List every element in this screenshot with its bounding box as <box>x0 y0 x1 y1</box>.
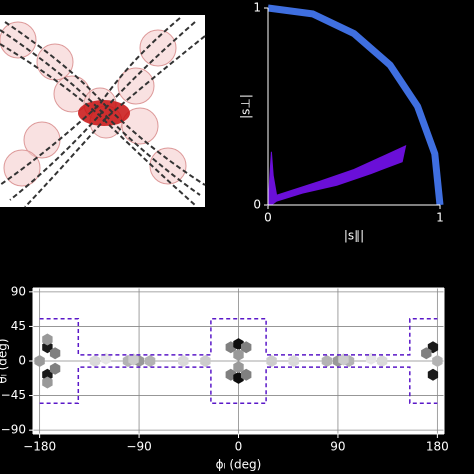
hex-cell <box>89 355 101 367</box>
y-tick-label: −90 <box>1 423 26 437</box>
hex-cell <box>42 333 53 346</box>
hex-cell <box>241 341 252 354</box>
hex-cell <box>178 355 189 367</box>
x-axis-label: |s∥| <box>344 229 364 243</box>
hex-cell <box>200 355 211 367</box>
y-tick-label: 0 <box>18 354 26 368</box>
hex-cell <box>42 368 53 381</box>
hex-cell <box>42 376 53 389</box>
hex-cell <box>288 355 299 367</box>
hex-cell <box>338 353 349 366</box>
x-tick-label: 1 <box>436 211 444 225</box>
hex-cell <box>365 352 377 365</box>
illustration <box>0 15 206 208</box>
line <box>267 4 444 206</box>
y-axis-label: |s⊥| <box>239 94 253 119</box>
hex-cell <box>241 368 252 381</box>
hex-cell <box>42 341 53 354</box>
y-tick-label: −45 <box>1 388 26 402</box>
hex-cell <box>266 355 277 367</box>
hex-cell <box>144 355 156 367</box>
hex-cell <box>49 362 61 375</box>
hex-cell <box>376 355 388 367</box>
y-axis-label: θₗ (deg) <box>0 338 10 383</box>
hex-cell <box>421 347 432 360</box>
line <box>39 317 438 356</box>
hex-cell <box>128 353 139 366</box>
hex-cell <box>321 355 333 367</box>
x-tick-label: −180 <box>23 440 56 454</box>
x-tick-label: 180 <box>426 440 449 454</box>
y-tick-label: 45 <box>11 319 26 333</box>
hex-cell <box>432 355 443 367</box>
y-tick-label: 0 <box>253 198 261 212</box>
hex-cell <box>427 368 439 381</box>
core <box>78 100 130 126</box>
arrows <box>0 17 206 208</box>
x-tick-label: 0 <box>264 211 272 225</box>
x-tick-label: 90 <box>330 440 345 454</box>
x-axis-label: ϕₗ (deg) <box>216 458 262 472</box>
hex-cell <box>49 347 61 360</box>
area <box>267 145 407 206</box>
y-tick-label: 90 <box>11 284 26 298</box>
hex-cell <box>233 361 244 374</box>
x-tick-label: −90 <box>126 440 151 454</box>
y-tick-label: 1 <box>253 1 261 15</box>
line <box>39 366 438 405</box>
x-tick-label: 0 <box>235 440 243 454</box>
hex-cell <box>233 348 244 361</box>
hex-cell <box>100 352 112 365</box>
hex-cell <box>34 355 45 367</box>
